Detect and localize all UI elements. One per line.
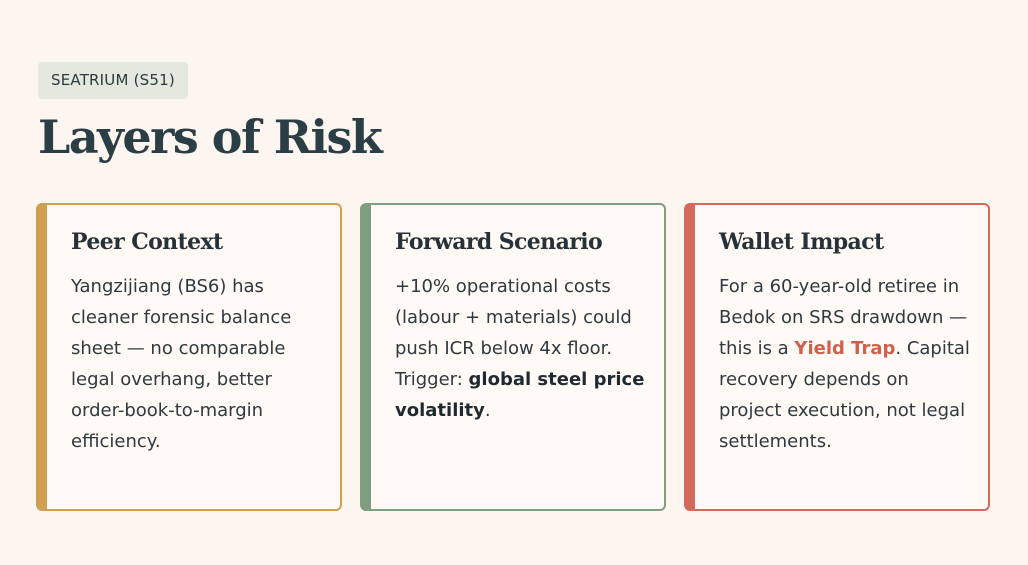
page-title: Layers of Risk [38, 110, 383, 164]
forward-scenario-text-end: . [484, 400, 491, 421]
peer-context-title: Peer Context [71, 229, 223, 255]
forward-scenario-card: Forward Scenario +10% operational costs … [360, 203, 666, 511]
forward-scenario-body: +10% operational costs (labour + materia… [395, 271, 650, 426]
wallet-impact-body: For a 60-year-old retiree in Bedok on SR… [719, 271, 974, 457]
forward-scenario-trigger: global steel price volatility [395, 369, 645, 421]
forward-scenario-title: Forward Scenario [395, 229, 603, 255]
ticker-tag: SEATRIUM (S51) [38, 62, 188, 99]
peer-context-card: Peer Context Yangzijiang (BS6) has clean… [36, 203, 342, 511]
forward-scenario-text: +10% operational costs (labour + materia… [395, 276, 632, 390]
wallet-impact-text: For a 60-year-old retiree in Bedok on SR… [719, 276, 968, 359]
peer-context-body: Yangzijiang (BS6) has cleaner forensic b… [71, 276, 292, 452]
wallet-impact-text-end: . Capital recovery depends on project ex… [719, 338, 970, 452]
wallet-impact-title: Wallet Impact [719, 229, 884, 255]
yield-trap-highlight: Yield Trap [794, 338, 896, 359]
wallet-impact-card: Wallet Impact For a 60-year-old retiree … [684, 203, 990, 511]
